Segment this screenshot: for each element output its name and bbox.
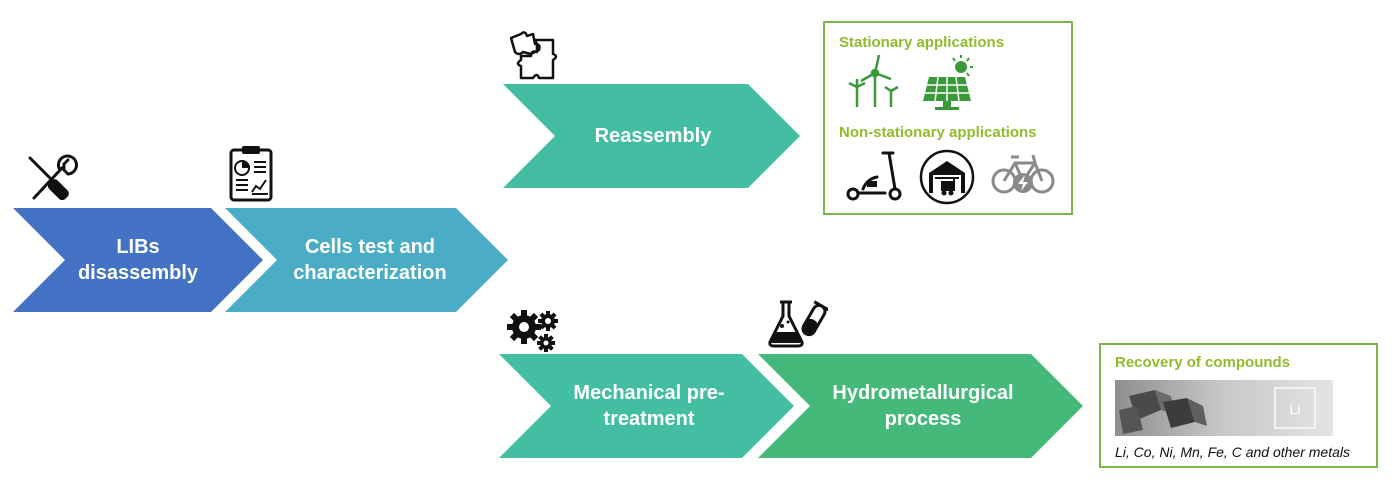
step-cells-test: Cells test and characterization	[225, 208, 508, 312]
step-reassembly: Reassembly	[503, 84, 800, 188]
step-libs-disassembly: LIBs disassembly	[13, 208, 263, 312]
chevron-shape	[499, 354, 794, 458]
recovery-caption: Li, Co, Ni, Mn, Fe, C and other metals	[1115, 444, 1350, 460]
chevron-shape	[503, 84, 800, 188]
clipboard-report-icon	[229, 146, 273, 202]
step-label: Mechanical pre- treatment	[573, 382, 725, 430]
wind-turbine-icon	[848, 54, 899, 107]
warehouse-forklift-icon	[919, 149, 975, 205]
chevron-shape	[758, 354, 1083, 458]
electric-bike-icon	[991, 154, 1055, 194]
element-symbol: Li	[1290, 401, 1301, 417]
recovery-box: Recovery of compounds Li Li, Co, Ni, Mn,…	[1099, 343, 1378, 468]
step-label: Reassembly	[594, 125, 712, 147]
step-hydrometallurgical: Hydrometallurgical process	[758, 354, 1083, 458]
step-label: LIBs disassembly	[77, 236, 199, 284]
tools-icon	[28, 154, 78, 201]
lithium-metal-photo: Li	[1115, 380, 1333, 436]
gears-icon	[507, 310, 558, 352]
e-scooter-icon	[846, 151, 902, 201]
solar-panel-icon	[923, 55, 973, 110]
non-stationary-title: Non-stationary applications	[839, 124, 1037, 141]
recovery-title: Recovery of compounds	[1115, 354, 1291, 371]
applications-box: Stationary applications	[823, 21, 1073, 215]
chevron-shape	[13, 208, 263, 312]
chevron-shape	[225, 208, 508, 312]
puzzle-icon	[509, 31, 558, 80]
lab-flasks-icon	[768, 300, 828, 348]
stationary-title: Stationary applications	[839, 34, 1005, 51]
step-label: Cells test and characterization	[293, 236, 447, 284]
step-mechanical-pretreatment: Mechanical pre- treatment	[499, 354, 794, 458]
step-label: Hydrometallurgical process	[832, 382, 1014, 430]
